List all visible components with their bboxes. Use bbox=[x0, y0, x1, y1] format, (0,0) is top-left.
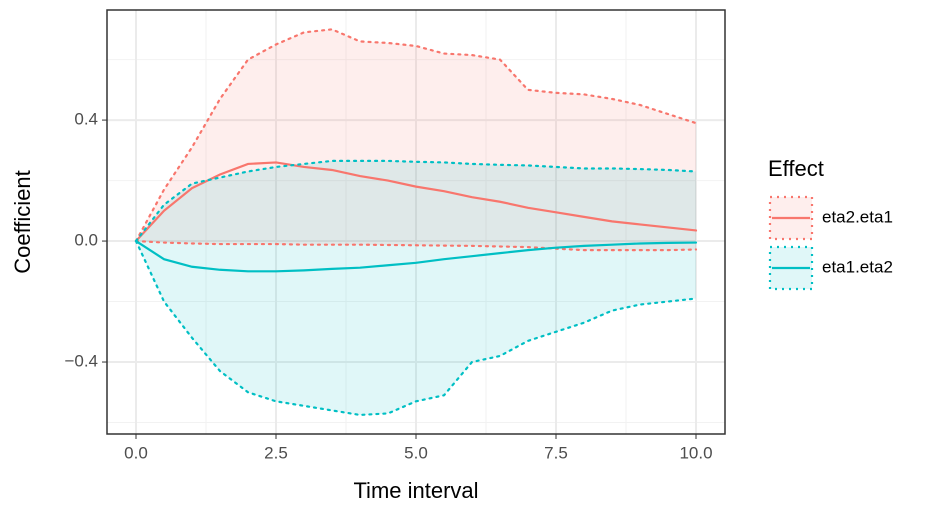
x-axis-title: Time interval bbox=[353, 478, 478, 503]
ribbon bbox=[136, 29, 696, 251]
x-tick-label: 7.5 bbox=[544, 443, 568, 462]
series-line bbox=[134, 239, 698, 273]
x-tick-label: 5.0 bbox=[404, 443, 428, 462]
upper-bound-line bbox=[134, 28, 698, 243]
y-axis-title: Coefficient bbox=[10, 170, 35, 274]
y-tick-label: 0.0 bbox=[74, 231, 98, 250]
lower-bound-line bbox=[134, 239, 698, 252]
x-tick-label: 10.0 bbox=[679, 443, 712, 462]
y-tick-label: −0.4 bbox=[64, 352, 98, 371]
panel-border bbox=[106, 9, 726, 435]
legend-title: Effect bbox=[768, 156, 824, 181]
legend-label: eta2.eta1 bbox=[822, 207, 893, 226]
y-tick-label: 0.4 bbox=[74, 110, 98, 129]
x-tick-label: 0.0 bbox=[124, 443, 148, 462]
ribbon bbox=[136, 160, 696, 415]
upper-bound-line bbox=[134, 159, 698, 243]
x-tick-label: 2.5 bbox=[264, 443, 288, 462]
legend-label: eta1.eta2 bbox=[822, 257, 893, 276]
series-line bbox=[134, 161, 698, 243]
lower-bound-line bbox=[134, 239, 698, 417]
